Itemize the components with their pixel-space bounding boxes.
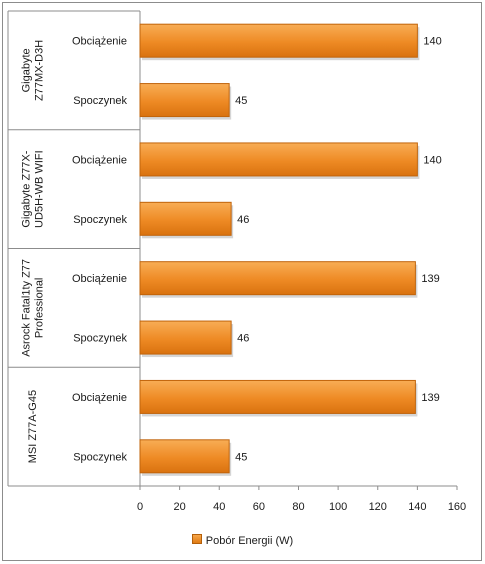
x-tick-label: 40 [213,501,225,513]
bar [139,320,232,355]
data-label: 46 [237,333,249,345]
data-label: 45 [235,95,247,107]
data-label: 45 [235,451,247,463]
bar [139,379,416,414]
bar [139,201,232,236]
bar [139,261,416,296]
x-tick-label: 60 [253,501,265,513]
group-label: Professional [34,278,46,339]
category-label: Obciążenie [72,154,127,166]
group-label: Asrock Fatal1ty Z77 [21,259,33,357]
group-label: Z77MX-D3H [34,40,46,101]
x-tick-label: 160 [448,501,466,513]
data-label: 139 [421,392,439,404]
x-tick-label: 0 [137,501,143,513]
category-label: Obciążenie [72,392,127,404]
group-label: Gigabyte [21,48,33,92]
chart-legend: Pobór Energii (W) [0,534,485,547]
x-tick-label: 140 [408,501,426,513]
group-label: UD5H-WB WIFI [34,150,46,228]
data-label: 46 [237,214,249,226]
x-tick-label: 20 [174,501,186,513]
legend-label: Pobór Energii (W) [205,535,294,547]
group-label: MSI Z77A-G45 [27,390,39,463]
data-label: 140 [423,36,441,48]
legend-swatch [191,534,202,544]
group-label: Gigabyte Z77X- [21,150,33,227]
bar [139,439,230,474]
category-label: Spoczynek [73,333,127,345]
data-label: 140 [423,154,441,166]
bar [139,23,418,58]
bar [139,142,418,177]
x-tick-label: 100 [329,501,347,513]
category-label: Obciążenie [72,36,127,48]
category-label: Spoczynek [73,451,127,463]
data-label: 139 [421,273,439,285]
category-label: Obciążenie [72,273,127,285]
category-label: Spoczynek [73,214,127,226]
x-tick-label: 80 [292,501,304,513]
category-label: Spoczynek [73,95,127,107]
x-tick-label: 120 [369,501,387,513]
bar [139,83,230,118]
